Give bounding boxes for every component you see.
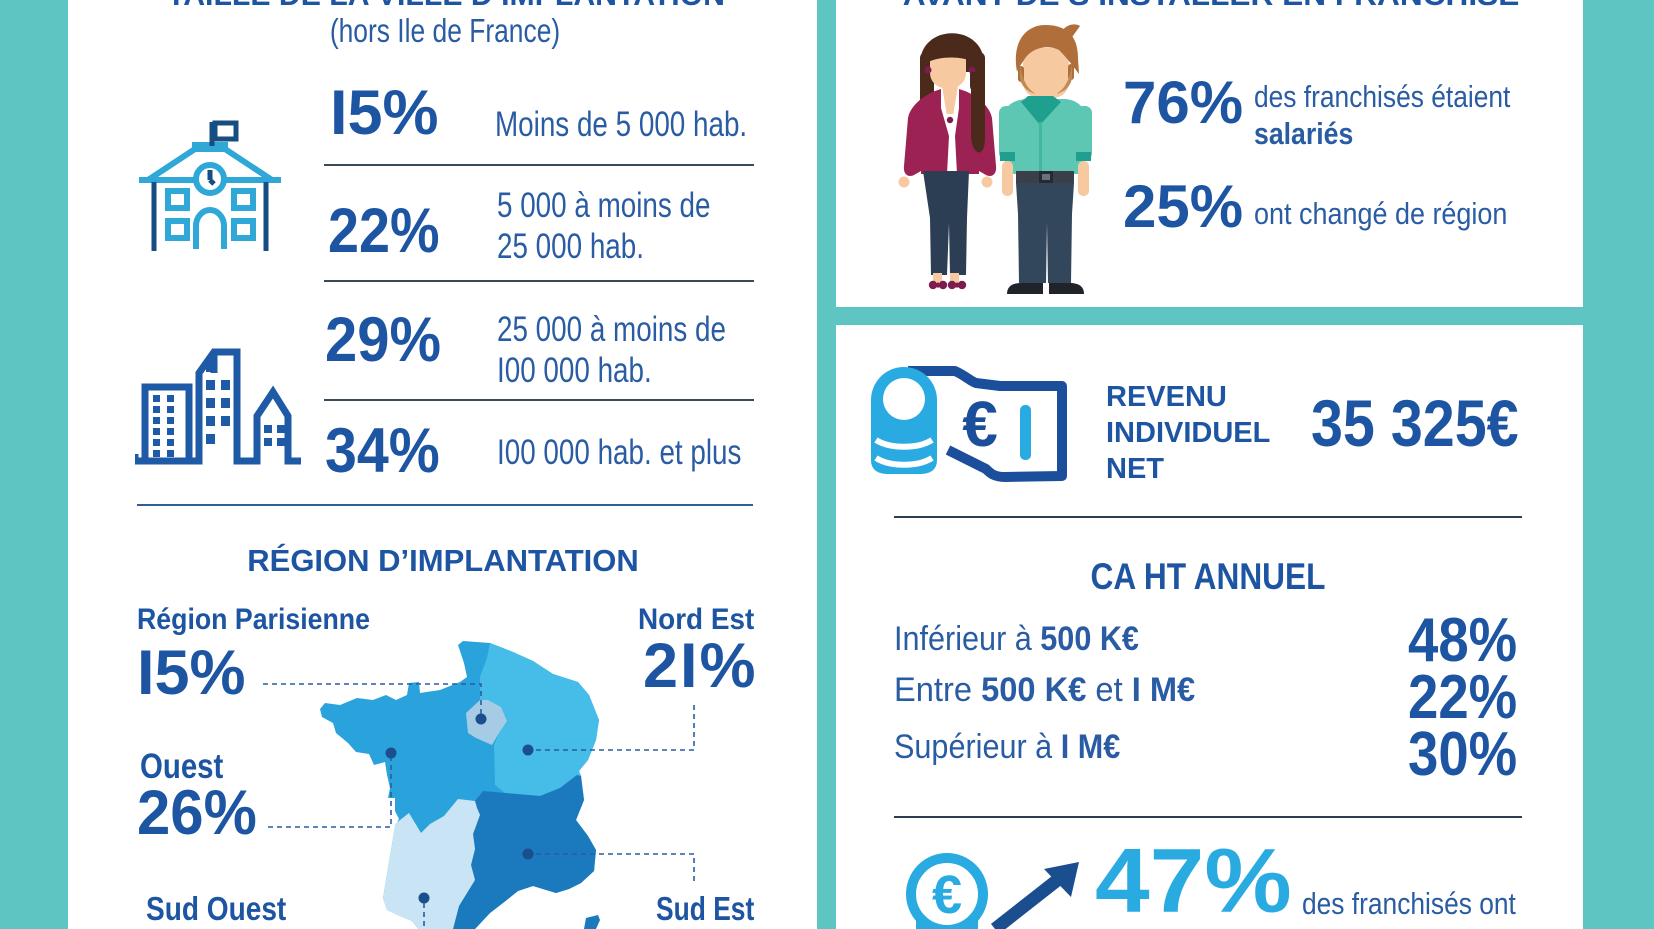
svg-text:€: € xyxy=(962,388,998,460)
svg-text:€: € xyxy=(932,865,962,925)
